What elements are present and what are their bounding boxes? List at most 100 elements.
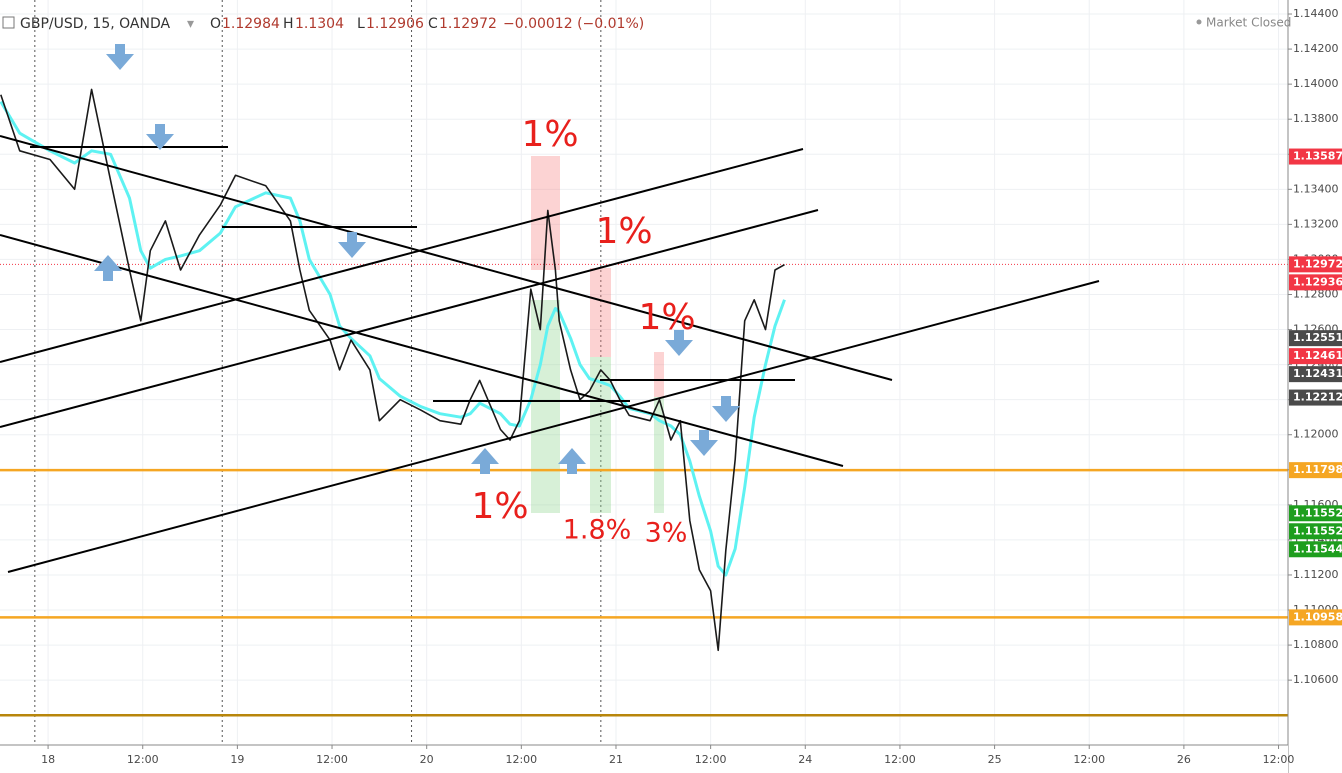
price-badge — [1289, 348, 1342, 365]
x-tick-label: 20 — [420, 753, 434, 766]
axes: 1.144001.142001.140001.138001.136001.134… — [41, 7, 1342, 766]
reward-box — [654, 397, 664, 513]
x-tick-label: 12:00 — [505, 753, 537, 766]
y-tick-label: 1.11200 — [1293, 568, 1339, 581]
x-tick-label: 12:00 — [1263, 753, 1295, 766]
ohlc-key: O — [210, 16, 221, 32]
x-tick-label: 19 — [230, 753, 244, 766]
price-line — [0, 88, 785, 652]
y-tick-label: 1.13200 — [1293, 217, 1339, 230]
y-tick-label: 1.10800 — [1293, 638, 1339, 651]
ohlc-key: L — [357, 16, 365, 32]
trend-line — [0, 135, 893, 381]
annotation: 1% — [638, 297, 695, 338]
price-badge-label: 1.12936 — [1293, 275, 1342, 288]
up-arrow — [94, 255, 122, 281]
market-status: Market Closed — [1206, 16, 1291, 30]
price-badge-label: 1.12972 — [1293, 257, 1342, 270]
price-plot — [0, 88, 1288, 717]
price-badge — [1289, 389, 1342, 406]
y-tick-label: 1.14400 — [1293, 7, 1339, 20]
x-tick-label: 12:00 — [1073, 753, 1105, 766]
time-axis-panel — [0, 745, 1288, 773]
collapse-icon[interactable] — [2, 16, 15, 29]
ohlc-value: 1.12972 — [439, 16, 497, 32]
price-badge — [1289, 274, 1342, 291]
ohlc-key: H — [283, 16, 294, 32]
y-tick-label: 1.13400 — [1293, 182, 1339, 195]
status-dot — [1196, 19, 1202, 25]
annotation: 1% — [471, 486, 528, 527]
x-tick-label: 21 — [609, 753, 623, 766]
x-tick-label: 25 — [988, 753, 1002, 766]
price-axis-panel — [1288, 0, 1342, 773]
x-tick-label: 12:00 — [127, 753, 159, 766]
down-arrow — [690, 430, 718, 456]
annotation: 1% — [521, 114, 578, 155]
price-badge — [1289, 609, 1342, 626]
price-badge — [1289, 330, 1342, 347]
price-badge-label: 1.11544 — [1293, 542, 1342, 555]
price-badge-label: 1.12212 — [1293, 391, 1342, 404]
down-arrow — [146, 124, 174, 150]
down-arrow — [712, 396, 740, 422]
price-badge-label: 1.11552 — [1293, 524, 1342, 537]
ohlc: O 1.12984 H 1.1304 L 1.12906 C 1.12972 — [210, 16, 497, 32]
header: GBP/USD, 15, OANDA ▾ O 1.12984 H 1.1304 L 1.1… — [2, 16, 1291, 32]
annotations: 1% 1% 1% 1% 1.8% 3% — [471, 114, 695, 549]
y-tick-label: 1.12800 — [1293, 287, 1339, 300]
price-badge-label: 1.12461 — [1293, 349, 1342, 362]
price-badge-label: 1.12431 — [1293, 367, 1342, 380]
trend-lines — [0, 135, 1100, 573]
trend-line — [7, 280, 1100, 573]
price-badge — [1289, 148, 1342, 165]
y-tick-label: 1.10600 — [1293, 673, 1339, 686]
trend-line — [0, 209, 819, 428]
price-badge — [1289, 505, 1342, 522]
price-badge-label: 1.10958 — [1293, 610, 1342, 623]
symbol: GBP/USD, 15, OANDA — [20, 16, 170, 32]
x-tick-label: 24 — [798, 753, 812, 766]
dropdown-caret[interactable]: ▾ — [187, 16, 194, 32]
price-badge — [1289, 366, 1342, 383]
price-badge — [1289, 541, 1342, 558]
x-tick-label: 26 — [1177, 753, 1191, 766]
arrows — [94, 44, 740, 474]
price-badge — [1289, 523, 1342, 540]
moving-average — [0, 100, 786, 577]
reward-box — [590, 357, 611, 513]
y-tick-label: 1.14200 — [1293, 42, 1339, 55]
ohlc-value: 1.12984 — [222, 16, 280, 32]
x-tick-label: 18 — [41, 753, 55, 766]
risk-box — [654, 352, 664, 397]
annotation: 3% — [645, 518, 688, 549]
price-badge-label: 1.11798 — [1293, 463, 1342, 476]
x-tick-label: 12:00 — [884, 753, 916, 766]
y-tick-label: 1.14000 — [1293, 77, 1339, 90]
ohlc-key: C — [428, 16, 438, 32]
down-arrow — [665, 330, 693, 356]
down-arrow — [106, 44, 134, 70]
up-arrow — [558, 448, 586, 474]
x-tick-label: 12:00 — [695, 753, 727, 766]
price-badge-label: 1.11552 — [1293, 506, 1342, 519]
risk-box — [590, 268, 611, 357]
annotation: 1% — [595, 211, 652, 252]
up-arrow — [471, 448, 499, 474]
x-tick-label: 12:00 — [316, 753, 348, 766]
y-tick-label: 1.12000 — [1293, 428, 1339, 441]
annotation: 1.8% — [563, 515, 632, 546]
ohlc-value: 1.12906 — [366, 16, 424, 32]
y-tick-label: 1.13800 — [1293, 112, 1339, 125]
ohlc-value: 1.1304 — [295, 16, 344, 32]
trend-line — [0, 234, 844, 467]
price-badge — [1289, 256, 1342, 273]
price-badge-label: 1.12551 — [1293, 331, 1342, 344]
price-badge — [1289, 462, 1342, 479]
price-badge-label: 1.13587 — [1293, 150, 1342, 163]
trend-line — [0, 148, 804, 363]
change: −0.00012 (−0.01%) — [503, 16, 644, 32]
down-arrow — [338, 232, 366, 258]
